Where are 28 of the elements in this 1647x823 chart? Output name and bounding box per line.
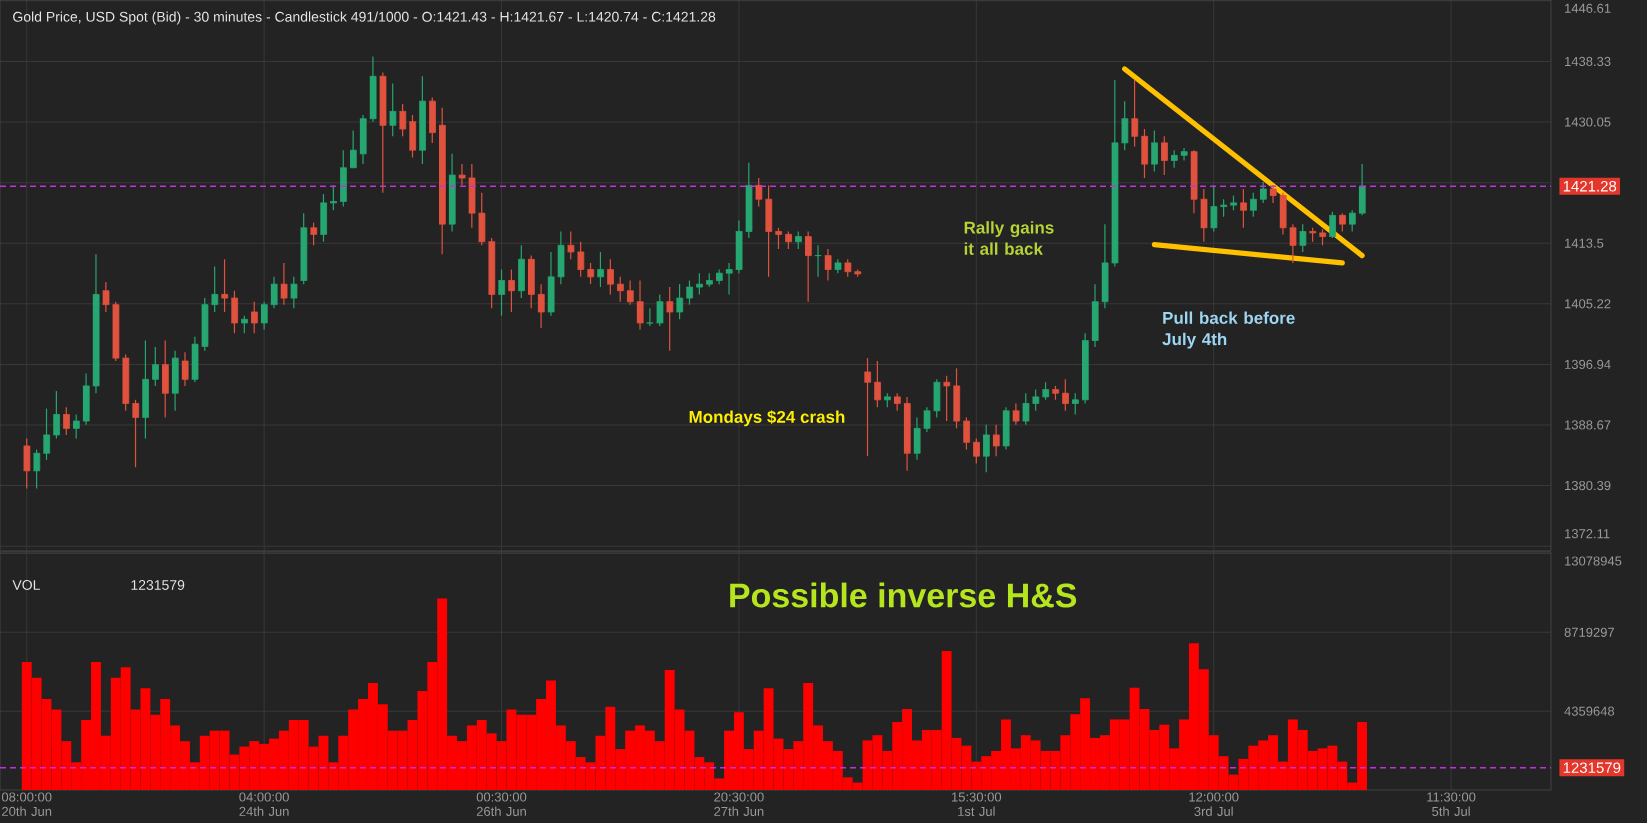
annotation: Rally gains it all back bbox=[964, 221, 1054, 255]
y-tick-label: 1396.94 bbox=[1565, 359, 1611, 369]
x-tick-label: 00:30:00 26th Jun bbox=[476, 792, 527, 816]
y-tick-label: 8719297 bbox=[1564, 627, 1614, 637]
x-tick-label: 04:00:00 24th Jun bbox=[239, 792, 289, 816]
ref-line-label: 1231579 bbox=[1563, 762, 1621, 774]
y-tick-label: 1372.11 bbox=[1565, 529, 1610, 539]
ref-line-label: 1421.28 bbox=[1563, 180, 1617, 192]
annotation: Mondays $24 crash bbox=[689, 410, 845, 427]
y-tick-label: 1405.22 bbox=[1565, 299, 1611, 309]
y-tick-label: 1388.67 bbox=[1565, 420, 1611, 430]
y-tick-label: 1430.05 bbox=[1565, 117, 1611, 127]
y-tick-label: 1446.61 bbox=[1565, 3, 1611, 13]
x-tick-label: 11:30:00 5th Jul bbox=[1427, 792, 1476, 816]
text: Gold Price, USD Spot (Bid) - 30 minutes - Candlestick 491/1000 - O:1421.43 - H:1421.67 - L:1420.74 - C:1421.28 bbox=[13, 11, 716, 25]
y-tick-label: 1413.5 bbox=[1565, 238, 1604, 248]
text: 1231579 bbox=[131, 580, 185, 590]
annotation: Possible inverse H&S bbox=[730, 582, 1077, 608]
y-tick-label: 1380.39 bbox=[1565, 480, 1611, 491]
x-tick-label: 20:30:00 27th Jun bbox=[714, 792, 764, 816]
y-tick-label: 1438.33 bbox=[1565, 56, 1611, 66]
x-tick-label: 12:00:00 3rd Jul bbox=[1189, 792, 1239, 816]
x-tick-label: 15:30:00 1st Jul bbox=[952, 792, 1002, 816]
y-tick-label: 13078945 bbox=[1565, 556, 1622, 566]
x-tick-label: 08:00:00 20th Jun bbox=[1, 792, 52, 816]
y-tick-label: 4359648 bbox=[1564, 706, 1615, 716]
annotation: Pull back before July 4th bbox=[1162, 311, 1295, 349]
text: VOL bbox=[12, 580, 40, 590]
